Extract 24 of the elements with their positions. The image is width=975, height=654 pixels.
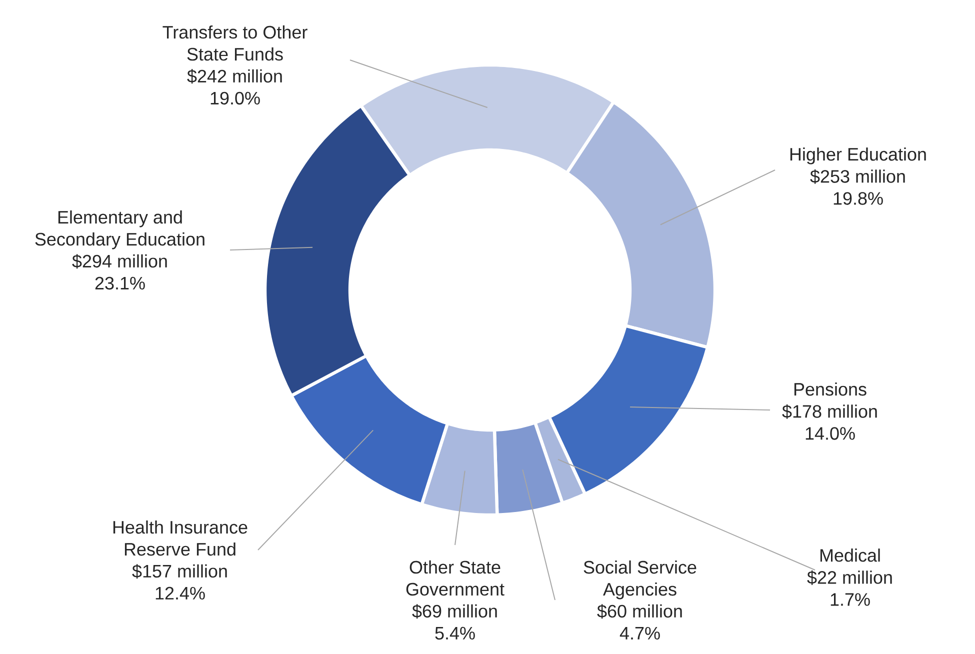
text: 12.4% <box>156 586 205 600</box>
slice-label: Other State Government <box>406 560 504 596</box>
slice-label: Social Service Agencies <box>584 560 696 600</box>
slice-label: Elementary and Secondary Education <box>35 210 204 250</box>
data-label: $157 million <box>132 564 227 579</box>
slice-label: Health Insurance Reserve Fund <box>113 520 248 556</box>
data-label: $22 million <box>807 570 892 585</box>
data-label: $178 million <box>782 404 877 419</box>
data-label: $253 million <box>810 169 905 184</box>
slice-label: Higher Education <box>790 148 926 164</box>
text: 19.0% <box>210 92 260 105</box>
text: 5.4% <box>435 626 475 640</box>
slice-label: Transfers to Other State Funds <box>162 25 308 61</box>
slice-label: Medical <box>820 548 880 562</box>
data-label: $60 million <box>597 604 682 619</box>
text: 23.1% <box>95 276 145 290</box>
data-label: $242 million <box>187 69 282 84</box>
slice-label: Pensions <box>794 382 866 396</box>
text: 19.8% <box>834 192 883 205</box>
data-label: $69 million <box>412 604 497 619</box>
text: 4.7% <box>620 626 660 640</box>
data-label: $294 million <box>72 254 167 269</box>
text: 1.7% <box>830 593 870 606</box>
text: 14.0% <box>806 427 855 440</box>
